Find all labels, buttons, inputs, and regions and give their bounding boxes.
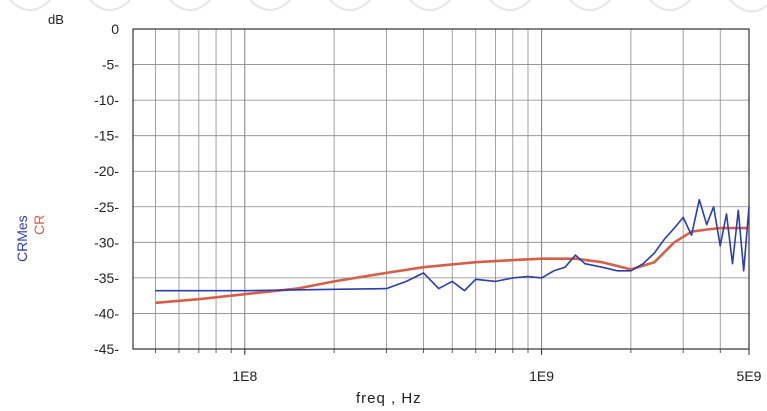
x-tick-label: 5E9 bbox=[737, 368, 762, 384]
y-tick-label: -30- bbox=[94, 234, 119, 250]
x-tick-label: 1E9 bbox=[529, 368, 554, 384]
y-tick-label: -15- bbox=[94, 128, 119, 144]
y-tick-label: -35- bbox=[94, 270, 119, 286]
y-tick-label: -5- bbox=[102, 57, 119, 73]
series-line-cr bbox=[155, 226, 749, 305]
y-tick-label: -40- bbox=[94, 305, 119, 321]
y-tick-label: -10- bbox=[94, 92, 119, 108]
y-tick-label: -20- bbox=[94, 163, 119, 179]
y-tick-label: -25- bbox=[94, 199, 119, 215]
y-axis-label-cr: CR bbox=[31, 215, 47, 235]
grid bbox=[133, 28, 750, 350]
x-tick-label: 1E8 bbox=[232, 368, 257, 384]
plot-frame bbox=[132, 28, 750, 350]
top-arc-decoration bbox=[9, 0, 767, 13]
series-group bbox=[155, 198, 750, 305]
y-tick-label: -45- bbox=[94, 341, 119, 357]
series-line-crmes bbox=[155, 198, 750, 292]
y-axis-label-crmes: CRMes bbox=[14, 215, 30, 262]
y-unit-label: dB bbox=[48, 12, 64, 27]
y-tick-label: 0 bbox=[111, 21, 119, 37]
x-axis-label: freq , Hz bbox=[356, 390, 422, 406]
axes: 0 -5- -10- -15- -20- -25- -30- -35- -40- -45- 1E8 1… bbox=[94, 21, 762, 384]
